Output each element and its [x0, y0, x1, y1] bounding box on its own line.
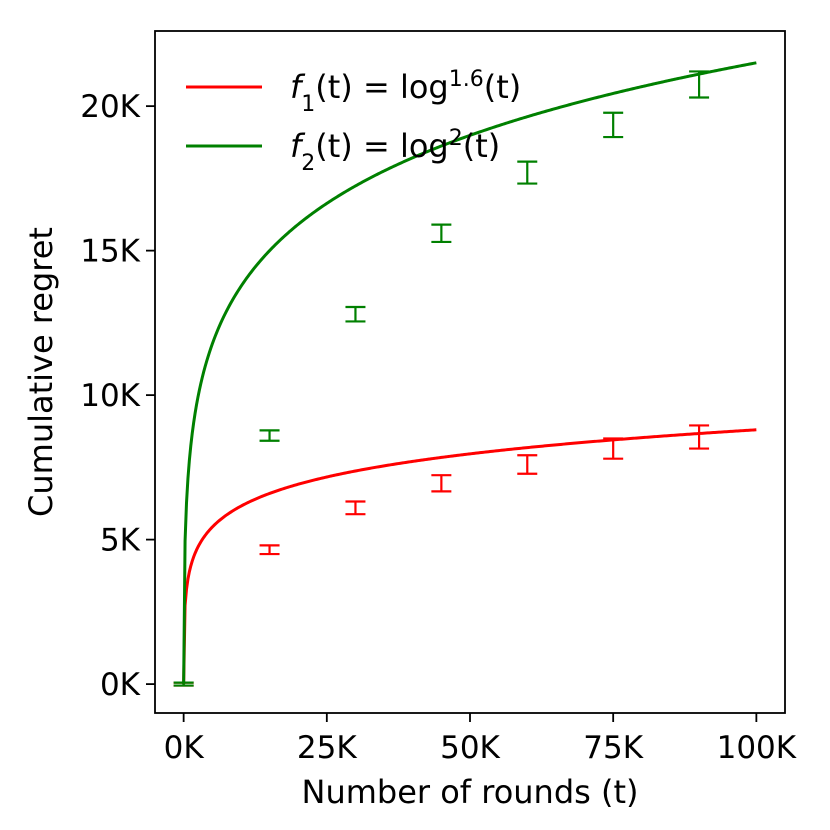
x-tick-label-4: 100K: [717, 730, 797, 766]
y-tick-label-4: 20K: [80, 89, 140, 125]
series-line-2: [182, 61, 757, 685]
legend-label-f2: f2(t) = log2(t): [290, 126, 500, 176]
x-tick-label-0: 0K: [164, 730, 205, 766]
error-bar-s2-4: [517, 160, 538, 185]
y-axis-title: Cumulative regret: [22, 227, 60, 517]
error-bar-s2-6: [689, 70, 710, 99]
x-tick-label-1: 25K: [297, 730, 357, 766]
error-bar-s1-6: [689, 424, 710, 450]
y-tick-label-0: 0K: [100, 667, 141, 703]
y-tick-label-2: 10K: [80, 378, 140, 414]
error-bar-s1-5: [603, 437, 624, 460]
error-bar-s2-0: [173, 681, 194, 687]
error-bar-s1-2: [345, 500, 366, 516]
legend: f1(t) = log1.6(t) f2(t) = log2(t): [186, 67, 521, 176]
error-bar-s1-4: [517, 454, 538, 475]
error-bar-s2-2: [345, 305, 366, 323]
axis-ticks: 0K 25K 50K 75K 100K 0K 5K 10K 15K 20K: [80, 89, 797, 766]
error-bars: [173, 70, 710, 687]
error-bar-s2-1: [259, 429, 280, 442]
error-bar-s2-5: [603, 111, 624, 139]
y-tick-label-1: 5K: [100, 523, 141, 559]
error-bar-s1-1: [259, 544, 280, 556]
x-tick-label-2: 50K: [440, 730, 500, 766]
series-line-1: [182, 428, 757, 685]
y-tick-label-3: 15K: [80, 234, 140, 270]
error-bar-s2-3: [431, 223, 452, 244]
x-tick-label-3: 75K: [583, 730, 643, 766]
legend-label-f1: f1(t) = log1.6(t): [290, 67, 521, 117]
error-bar-s1-3: [431, 474, 452, 493]
series-curves: [182, 61, 757, 685]
x-axis-title: Number of rounds (t): [302, 773, 639, 811]
